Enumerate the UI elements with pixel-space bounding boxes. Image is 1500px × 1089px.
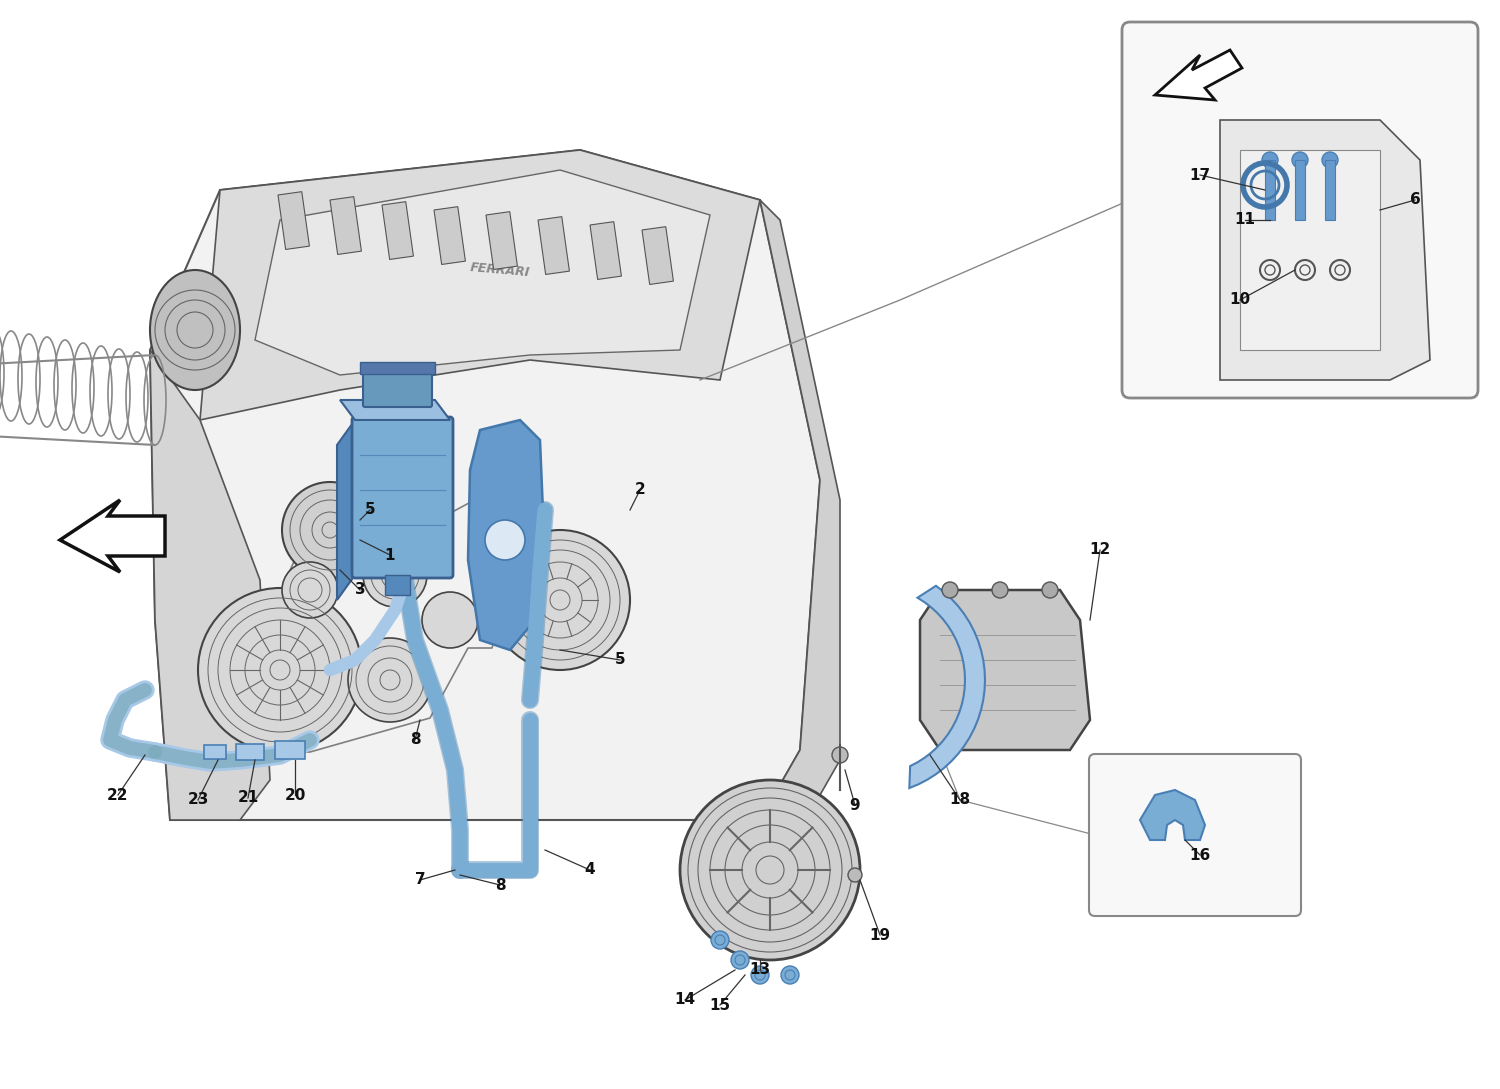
Circle shape (1322, 152, 1338, 168)
Text: 23: 23 (188, 793, 209, 808)
Circle shape (942, 582, 958, 598)
Polygon shape (150, 350, 270, 820)
Text: 11: 11 (1234, 212, 1256, 228)
Ellipse shape (150, 270, 240, 390)
Polygon shape (338, 420, 356, 600)
Text: 19: 19 (870, 928, 891, 942)
Bar (1324, 160, 1335, 220)
Circle shape (992, 582, 1008, 598)
Circle shape (833, 747, 848, 763)
Bar (1264, 160, 1275, 220)
Bar (360, 362, 435, 374)
Bar (274, 741, 304, 759)
Text: 13: 13 (750, 963, 771, 978)
Polygon shape (468, 420, 544, 650)
Bar (486, 211, 518, 269)
Polygon shape (1140, 790, 1204, 840)
Bar (590, 222, 621, 280)
Bar (236, 744, 264, 760)
Polygon shape (150, 150, 821, 820)
Polygon shape (909, 586, 986, 788)
Bar (1240, 150, 1380, 350)
Text: 10: 10 (1230, 293, 1251, 307)
Circle shape (711, 931, 729, 949)
Circle shape (1292, 152, 1308, 168)
Circle shape (752, 966, 770, 984)
Circle shape (1262, 152, 1278, 168)
Circle shape (363, 543, 428, 607)
Bar (382, 201, 414, 259)
Polygon shape (255, 170, 709, 375)
Bar (538, 217, 570, 274)
Text: 12: 12 (1089, 542, 1110, 558)
Text: 14: 14 (675, 992, 696, 1007)
Circle shape (348, 638, 432, 722)
Bar (433, 207, 465, 265)
Text: 9: 9 (849, 797, 861, 812)
Text: 1: 1 (384, 548, 396, 563)
FancyBboxPatch shape (352, 417, 453, 578)
Bar (204, 745, 226, 759)
Text: 16: 16 (1190, 847, 1210, 862)
Bar (278, 192, 309, 249)
Polygon shape (340, 400, 450, 420)
Text: 7: 7 (414, 872, 426, 888)
Text: 4: 4 (585, 862, 596, 878)
Circle shape (422, 592, 478, 648)
Text: 5: 5 (364, 502, 375, 517)
Text: 15: 15 (710, 998, 730, 1013)
Text: 21: 21 (237, 791, 258, 806)
Text: 8: 8 (495, 878, 506, 893)
Text: 6: 6 (1410, 193, 1420, 208)
Circle shape (282, 482, 378, 578)
Polygon shape (1155, 50, 1242, 100)
Bar (386, 575, 410, 595)
Circle shape (782, 966, 800, 984)
Text: 17: 17 (1190, 168, 1210, 183)
Circle shape (1042, 582, 1058, 598)
FancyBboxPatch shape (1122, 22, 1478, 397)
Circle shape (198, 588, 362, 752)
Text: 2: 2 (634, 482, 645, 498)
Polygon shape (60, 500, 165, 572)
Text: 20: 20 (285, 787, 306, 803)
FancyBboxPatch shape (363, 368, 432, 407)
Polygon shape (1220, 120, 1430, 380)
Polygon shape (920, 590, 1090, 750)
Text: 8: 8 (410, 733, 420, 747)
Bar (330, 197, 362, 255)
Bar (1294, 160, 1305, 220)
FancyBboxPatch shape (1089, 754, 1300, 916)
Text: 5: 5 (615, 652, 626, 668)
Text: FERRARI: FERRARI (470, 261, 531, 279)
Circle shape (490, 530, 630, 670)
Text: 18: 18 (950, 793, 970, 808)
Bar (642, 227, 674, 284)
Text: 3: 3 (354, 583, 366, 598)
Polygon shape (200, 150, 760, 420)
Circle shape (730, 951, 748, 969)
Circle shape (680, 780, 859, 960)
Circle shape (484, 521, 525, 560)
Polygon shape (760, 200, 840, 830)
Circle shape (282, 562, 338, 617)
Circle shape (847, 868, 862, 882)
Text: 22: 22 (108, 787, 129, 803)
